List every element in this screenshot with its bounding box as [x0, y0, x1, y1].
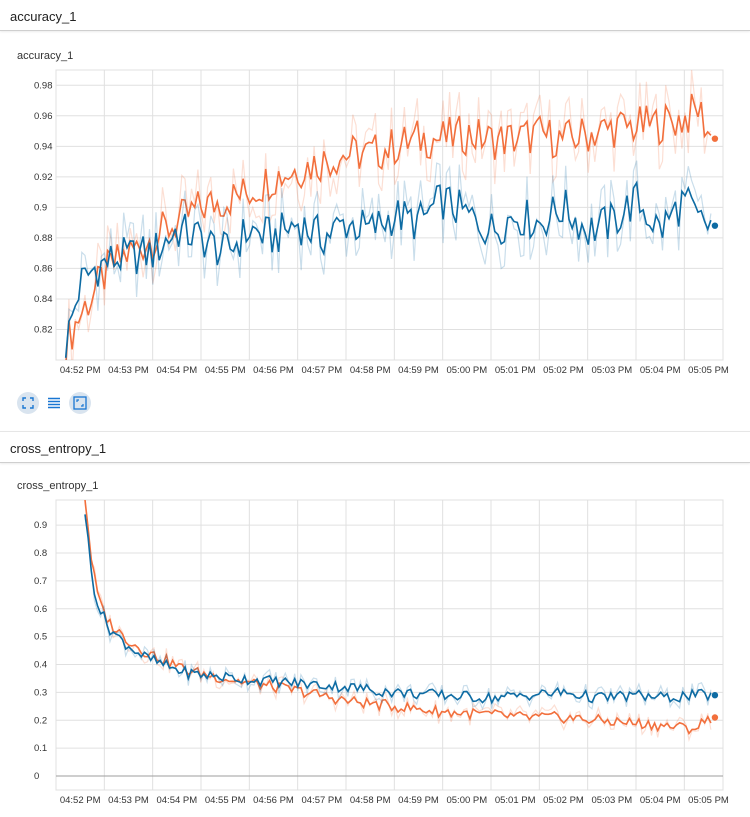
x-tick-label: 04:57 PM	[301, 795, 342, 806]
y-tick-label: 0	[34, 771, 39, 782]
y-tick-label: 0.5	[34, 632, 47, 643]
series-endpoint-blue	[711, 691, 719, 699]
x-tick-label: 04:59 PM	[398, 365, 439, 376]
series-line-blue	[64, 180, 712, 358]
card-title: cross_entropy_1	[10, 441, 107, 456]
y-tick-label: 0.98	[34, 80, 53, 91]
x-tick-label: 04:59 PM	[398, 795, 439, 806]
y-tick-label: 0.96	[34, 111, 53, 122]
accuracy-chart: 04:52 PM 04:53 PM 04:54 PM 04:55 PM 04:56 PM…	[34, 69, 729, 376]
series-raw-line-orange	[84, 502, 712, 743]
series-raw-line-orange	[66, 70, 712, 360]
y-tick-label: 0.94	[34, 141, 53, 152]
series-endpoint-orange	[711, 714, 719, 721]
x-tick-label: 04:52 PM	[60, 795, 101, 806]
x-tick-label: 04:58 PM	[350, 795, 391, 806]
y-tick-label: 0.86	[34, 263, 53, 274]
card-header-cross-entropy[interactable]: cross_entropy_1	[0, 431, 750, 463]
x-tick-label: 04:54 PM	[156, 365, 197, 376]
x-tick-label: 04:56 PM	[253, 365, 294, 376]
plot-frame	[55, 69, 724, 361]
x-tick-label: 04:53 PM	[108, 365, 149, 376]
chart-label: cross_entropy_1	[17, 480, 99, 492]
y-tick-label: 0.6	[34, 604, 47, 615]
fit-domain-icon[interactable]	[17, 392, 39, 414]
x-tick-label: 05:01 PM	[495, 795, 536, 806]
y-tick-label: 0.3	[34, 687, 47, 698]
expand-icon[interactable]	[69, 392, 91, 414]
x-tick-label: 05:01 PM	[495, 365, 536, 376]
x-tick-label: 05:00 PM	[446, 365, 487, 376]
y-tick-label: 0.1	[34, 743, 47, 754]
y-tick-label: 0.7	[34, 576, 47, 587]
x-tick-label: 05:04 PM	[640, 365, 681, 376]
toggle-log-icon[interactable]	[43, 392, 65, 414]
y-tick-label: 0.9	[34, 202, 47, 213]
series-endpoint-blue	[711, 222, 719, 229]
x-tick-label: 04:52 PM	[60, 365, 101, 376]
x-tick-label: 04:55 PM	[205, 795, 246, 806]
y-tick-label: 0.2	[34, 715, 47, 726]
x-tick-label: 04:54 PM	[156, 795, 197, 806]
series-raw-line-blue	[84, 518, 712, 711]
x-tick-label: 05:00 PM	[446, 795, 487, 806]
cross-entropy-chart: 04:52 PM 04:53 PM 04:54 PM 04:55 PM 04:56 PM…	[34, 499, 729, 806]
series-line-blue	[84, 514, 712, 705]
x-tick-label: 04:53 PM	[108, 795, 149, 806]
x-tick-label: 05:05 PM	[688, 795, 729, 806]
y-tick-label: 0.88	[34, 233, 53, 244]
y-tick-label: 0.84	[34, 294, 53, 305]
x-tick-label: 05:05 PM	[688, 365, 729, 376]
x-tick-label: 05:03 PM	[591, 365, 632, 376]
x-tick-label: 04:58 PM	[350, 365, 391, 376]
series-line-orange	[84, 500, 712, 735]
x-tick-label: 05:04 PM	[640, 795, 681, 806]
plot-frame	[55, 499, 724, 791]
x-tick-label: 04:57 PM	[301, 365, 342, 376]
series-line-orange	[65, 93, 712, 360]
x-tick-label: 04:56 PM	[253, 795, 294, 806]
y-tick-label: 0.82	[34, 324, 53, 335]
x-tick-label: 05:02 PM	[543, 795, 584, 806]
series-endpoint-orange	[711, 135, 719, 142]
x-tick-label: 05:03 PM	[591, 795, 632, 806]
y-tick-label: 0.8	[34, 548, 47, 559]
x-tick-label: 04:55 PM	[205, 365, 246, 376]
chart-label: accuracy_1	[17, 50, 74, 62]
card-header-accuracy[interactable]: accuracy_1	[0, 0, 750, 31]
x-tick-label: 05:02 PM	[543, 365, 584, 376]
card-title: accuracy_1	[10, 9, 77, 24]
y-tick-label: 0.4	[34, 660, 47, 671]
y-tick-label: 0.9	[34, 520, 47, 531]
y-tick-label: 0.92	[34, 172, 53, 183]
